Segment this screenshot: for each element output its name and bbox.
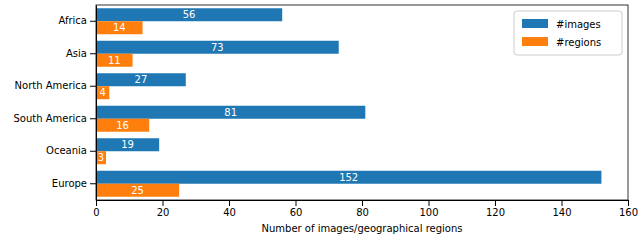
y-tick-label: Europe bbox=[52, 178, 87, 189]
y-tick-label: Africa bbox=[58, 15, 87, 26]
y-tick: Europe bbox=[52, 178, 96, 189]
bar bbox=[96, 21, 143, 34]
legend-box bbox=[514, 11, 622, 55]
y-tick: Africa bbox=[58, 15, 96, 26]
y-tick-label: Oceania bbox=[46, 145, 87, 156]
x-tick-mark bbox=[495, 200, 496, 206]
y-tick: South America bbox=[14, 113, 97, 124]
y-tick: North America bbox=[15, 80, 96, 91]
x-tick-mark bbox=[628, 200, 629, 206]
bar bbox=[96, 184, 179, 197]
bar bbox=[96, 73, 186, 86]
x-tick: 80 bbox=[356, 200, 369, 218]
bar bbox=[96, 106, 365, 119]
data-label: 14 bbox=[113, 22, 126, 33]
data-labels: 56 73 27 81 19 152 14 11 4 16 3 25 bbox=[98, 9, 358, 196]
y-tick-label: Asia bbox=[66, 48, 87, 59]
data-label: 11 bbox=[108, 55, 121, 66]
y-axis: Africa Asia North America South America Ocea… bbox=[14, 6, 97, 201]
legend: #images #regions bbox=[514, 11, 622, 55]
x-tick: 160 bbox=[619, 200, 638, 218]
x-axis: 0 20 40 60 80 100 120 140 160 bbox=[93, 200, 638, 218]
data-label: 81 bbox=[224, 107, 237, 118]
data-label: 3 bbox=[98, 152, 104, 163]
legend-item: #regions bbox=[522, 37, 601, 48]
x-tick: 40 bbox=[223, 200, 236, 218]
y-tick: Oceania bbox=[46, 145, 96, 156]
data-label: 27 bbox=[135, 74, 148, 85]
legend-label: #images bbox=[556, 19, 601, 30]
x-tick: 120 bbox=[486, 200, 505, 218]
data-label: 4 bbox=[99, 87, 105, 98]
x-tick: 0 bbox=[93, 200, 99, 218]
data-label: 73 bbox=[211, 42, 224, 53]
x-tick: 60 bbox=[290, 200, 303, 218]
y-tick-label: North America bbox=[15, 80, 87, 91]
x-tick-label: 40 bbox=[223, 207, 236, 218]
x-tick-label: 0 bbox=[93, 207, 99, 218]
data-label: 152 bbox=[339, 172, 358, 183]
bar bbox=[96, 86, 109, 99]
bar bbox=[96, 119, 149, 132]
x-tick-mark bbox=[96, 200, 97, 206]
legend-swatch bbox=[522, 19, 548, 28]
bar bbox=[96, 41, 339, 54]
bar bbox=[96, 8, 282, 21]
y-tick: Asia bbox=[66, 48, 96, 59]
plot: 56 73 27 81 19 152 14 11 4 16 3 25 0 20 40 60 80 100 120 14… bbox=[14, 5, 638, 218]
y-tick-mark bbox=[90, 53, 96, 54]
bar bbox=[96, 151, 106, 164]
data-label: 25 bbox=[131, 185, 144, 196]
data-label: 16 bbox=[116, 120, 129, 131]
x-tick-mark bbox=[296, 200, 297, 206]
y-tick-mark bbox=[90, 118, 96, 119]
x-tick-mark bbox=[362, 200, 363, 206]
x-tick-label: 60 bbox=[290, 207, 303, 218]
bar bbox=[96, 171, 601, 184]
x-tick-label: 20 bbox=[157, 207, 170, 218]
y-tick-label: South America bbox=[14, 113, 88, 124]
frame bbox=[96, 5, 628, 200]
y-tick-mark bbox=[90, 183, 96, 184]
x-tick-mark bbox=[562, 200, 563, 206]
x-tick-label: 160 bbox=[619, 207, 638, 218]
x-axis-title: Number of images/geographical regions bbox=[262, 223, 463, 234]
data-label: 56 bbox=[183, 9, 196, 20]
bar bbox=[96, 54, 133, 67]
x-tick-label: 100 bbox=[419, 207, 438, 218]
bar bbox=[96, 138, 159, 151]
y-tick-mark bbox=[90, 86, 96, 87]
x-tick: 100 bbox=[419, 200, 438, 218]
x-tick-mark bbox=[163, 200, 164, 206]
x-tick-label: 80 bbox=[356, 207, 369, 218]
y-axis-line bbox=[96, 6, 97, 201]
y-tick-mark bbox=[90, 21, 96, 22]
y-tick-mark bbox=[90, 151, 96, 152]
chart: 56 73 27 81 19 152 14 11 4 16 3 25 0 20 40 60 80 100 120 14… bbox=[0, 0, 638, 236]
legend-swatch bbox=[522, 37, 548, 46]
data-label: 19 bbox=[121, 139, 134, 150]
x-tick-mark bbox=[429, 200, 430, 206]
x-tick: 140 bbox=[552, 200, 571, 218]
x-tick-label: 120 bbox=[486, 207, 505, 218]
x-tick-label: 140 bbox=[552, 207, 571, 218]
x-tick: 20 bbox=[157, 200, 170, 218]
legend-item: #images bbox=[522, 19, 601, 30]
x-tick-mark bbox=[229, 200, 230, 206]
legend-label: #regions bbox=[556, 37, 601, 48]
